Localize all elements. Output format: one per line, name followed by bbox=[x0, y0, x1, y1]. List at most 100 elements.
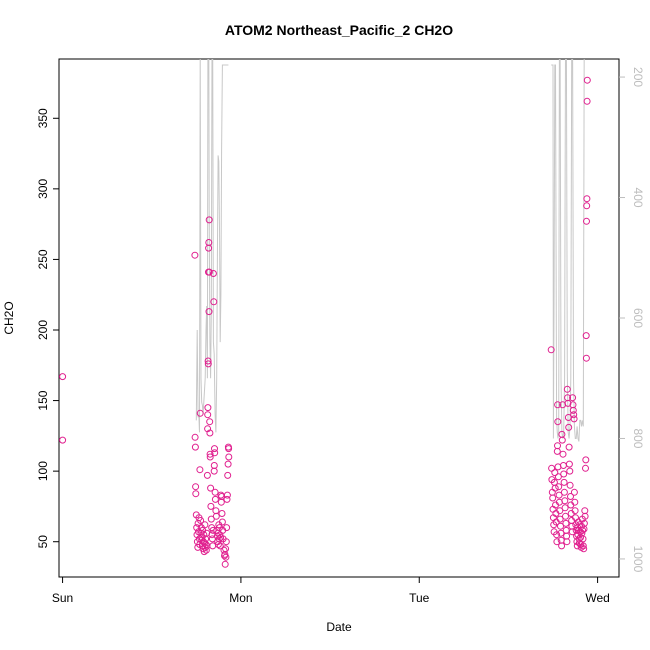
data-point bbox=[547, 346, 555, 354]
data-point bbox=[223, 491, 231, 499]
data-point bbox=[548, 488, 556, 496]
y2-tick-label: 1000 bbox=[631, 546, 645, 573]
data-point bbox=[582, 464, 589, 472]
data-point bbox=[223, 524, 231, 532]
data-point bbox=[217, 498, 225, 506]
data-point bbox=[569, 394, 577, 402]
ch2o-points-series bbox=[59, 76, 591, 568]
data-point bbox=[582, 456, 590, 464]
data-point bbox=[558, 436, 566, 444]
data-point bbox=[551, 484, 559, 492]
data-point bbox=[224, 460, 232, 468]
data-point bbox=[561, 504, 569, 512]
data-point bbox=[210, 462, 218, 469]
data-point bbox=[553, 538, 561, 546]
data-point bbox=[205, 308, 213, 316]
pressure-line bbox=[195, 59, 585, 442]
data-point bbox=[559, 450, 567, 458]
data-point bbox=[583, 76, 591, 84]
data-point bbox=[212, 512, 220, 520]
x-tick-label: Mon bbox=[229, 591, 252, 605]
data-point bbox=[582, 332, 590, 340]
y-tick-label: 150 bbox=[36, 390, 50, 410]
data-point bbox=[216, 542, 224, 550]
x-axis-label: Date bbox=[326, 620, 352, 634]
data-point bbox=[555, 491, 563, 499]
data-point bbox=[562, 512, 569, 520]
data-point bbox=[204, 404, 212, 412]
data-point bbox=[568, 528, 576, 536]
data-point bbox=[556, 515, 564, 523]
y2-tick-label: 600 bbox=[631, 308, 645, 328]
chart-title: ATOM2 Northeast_Pacific_2 CH2O bbox=[225, 22, 453, 38]
data-point bbox=[202, 546, 210, 554]
data-point bbox=[562, 526, 570, 534]
data-point bbox=[220, 546, 228, 554]
data-point bbox=[560, 478, 568, 486]
data-point bbox=[565, 423, 573, 431]
data-point bbox=[554, 473, 562, 481]
y-tick-label: 300 bbox=[36, 179, 50, 199]
data-point bbox=[204, 411, 212, 419]
y2-tick-label: 400 bbox=[631, 188, 645, 208]
y-tick-label: 350 bbox=[36, 108, 50, 128]
y-tick-label: 50 bbox=[36, 535, 50, 549]
data-point bbox=[206, 450, 214, 458]
data-point bbox=[207, 502, 215, 510]
data-point bbox=[562, 519, 570, 527]
y-axis-left: 50 100 150 200 250 300 350 bbox=[36, 108, 59, 548]
data-point bbox=[554, 442, 561, 450]
data-point bbox=[553, 447, 561, 455]
data-point bbox=[206, 453, 214, 461]
data-point bbox=[559, 462, 567, 469]
data-point bbox=[222, 553, 230, 561]
data-point bbox=[209, 542, 217, 550]
data-point bbox=[560, 470, 568, 478]
data-point bbox=[191, 443, 199, 451]
data-point bbox=[561, 497, 569, 505]
data-point bbox=[569, 406, 577, 414]
y-tick-label: 250 bbox=[36, 249, 50, 269]
data-point bbox=[204, 360, 212, 368]
data-point bbox=[558, 542, 566, 550]
data-point bbox=[555, 483, 563, 491]
data-point bbox=[580, 519, 588, 527]
data-point bbox=[206, 429, 214, 437]
data-point bbox=[553, 531, 561, 539]
data-point bbox=[59, 373, 67, 381]
pressure-line-series bbox=[195, 59, 585, 442]
data-point bbox=[579, 526, 587, 534]
data-point bbox=[570, 415, 578, 423]
data-point bbox=[571, 498, 579, 506]
data-point bbox=[579, 542, 587, 550]
data-point bbox=[565, 443, 573, 451]
x-tick-label: Tue bbox=[409, 591, 430, 605]
data-point bbox=[583, 202, 591, 210]
plot-frame bbox=[58, 58, 620, 578]
data-point bbox=[554, 418, 562, 426]
data-point bbox=[557, 529, 565, 537]
data-point bbox=[59, 436, 67, 444]
data-point bbox=[212, 507, 220, 515]
data-point bbox=[204, 425, 212, 433]
data-point bbox=[582, 354, 590, 362]
data-point bbox=[571, 507, 579, 515]
data-point bbox=[570, 411, 578, 419]
y-tick-label: 100 bbox=[36, 461, 50, 481]
data-point bbox=[579, 535, 587, 543]
data-point bbox=[560, 488, 568, 496]
data-point bbox=[224, 471, 232, 479]
y-axis-label: CH2O bbox=[2, 301, 16, 334]
data-point bbox=[207, 484, 215, 492]
data-point bbox=[218, 510, 226, 517]
data-point bbox=[583, 97, 591, 105]
data-point bbox=[554, 401, 562, 409]
data-point bbox=[211, 488, 219, 496]
data-point bbox=[196, 466, 204, 474]
data-point bbox=[206, 418, 214, 426]
data-point bbox=[205, 216, 213, 224]
data-point bbox=[191, 433, 199, 441]
data-point bbox=[551, 469, 559, 477]
data-point bbox=[203, 471, 211, 479]
data-point bbox=[221, 560, 229, 568]
